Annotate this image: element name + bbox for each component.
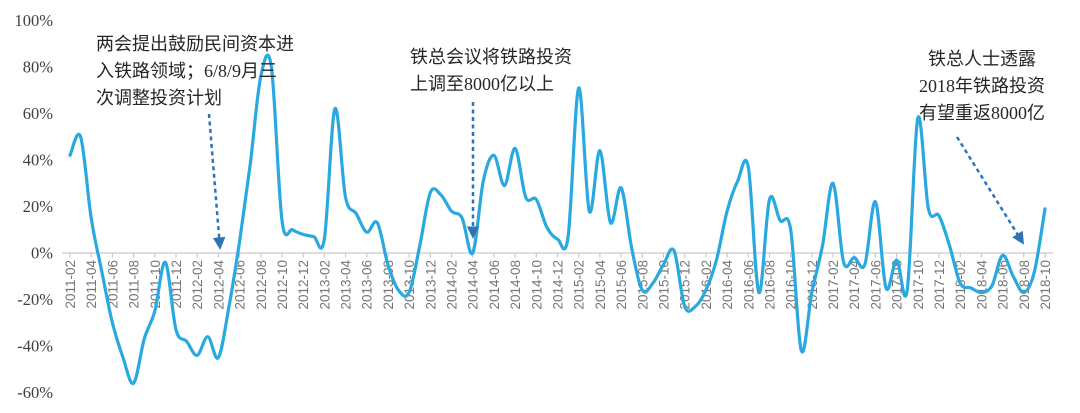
x-axis-label: 2011-04: [84, 260, 99, 309]
x-axis-label: 2018-08: [1017, 260, 1032, 310]
x-axis-label: 2017-04: [847, 260, 862, 310]
x-axis-label: 2011-02: [63, 260, 78, 309]
x-axis-label: 2014-04: [466, 260, 481, 310]
x-axis-label: 2013-06: [360, 260, 375, 310]
x-axis-label: 2017-02: [826, 260, 841, 310]
annotation-arrow-3: [955, 136, 1025, 245]
x-axis-label: 2015-02: [572, 260, 587, 310]
x-axis-label: 2014-02: [445, 260, 460, 310]
x-axis-label: 2012-08: [254, 260, 269, 310]
data-line: [68, 53, 1047, 386]
x-axis-label: 2016-04: [720, 260, 735, 310]
x-axis-label: 2012-02: [190, 260, 205, 310]
x-axis-label: 2013-12: [423, 260, 438, 310]
x-axis-label: 2015-04: [593, 260, 608, 310]
x-axis-label: 2014-06: [487, 260, 502, 310]
x-axis-label: 2013-02: [317, 260, 332, 310]
y-axis-label: 80%: [23, 58, 54, 77]
x-axis-label: 2018-04: [974, 260, 989, 310]
x-axis-label: 2017-06: [868, 260, 883, 310]
x-axis-label: 2017-10: [911, 260, 926, 310]
x-axis-label: 2012-04: [211, 260, 226, 310]
x-axis-label: 2013-04: [339, 260, 354, 310]
x-axis-label: 2015-06: [614, 260, 629, 310]
annotation-text-3: 铁总人士透露 2018年铁路投资 有望重返8000亿: [919, 49, 1045, 123]
annotation-arrow-1: [207, 113, 226, 250]
y-axis-label: 100%: [15, 11, 54, 30]
x-axis-label: 2018-06: [996, 260, 1011, 310]
annotation-text-2: 铁总会议将铁路投资 上调至8000亿以上: [410, 47, 572, 94]
x-axis-label: 2016-06: [741, 260, 756, 310]
annotation-text-1: 两会提出鼓励民间资本进 入铁路领域；6/8/9月三 次调整投资计划: [96, 34, 294, 108]
x-axis-label: 2014-12: [551, 260, 566, 310]
x-axis-label: 2017-12: [932, 260, 947, 310]
x-axis-label: 2014-08: [508, 260, 523, 310]
y-axis-label: 60%: [23, 104, 54, 123]
x-axis-label: 2011-08: [127, 260, 142, 309]
y-axis-label: -60%: [17, 383, 53, 402]
x-axis-label: 2011-06: [105, 260, 120, 309]
x-axis-label: 2015-08: [635, 260, 650, 310]
x-axis-label: 2012-12: [296, 260, 311, 310]
x-axis-label: 2018-10: [1038, 260, 1053, 310]
x-axis-label: 2012-10: [275, 260, 290, 310]
y-axis-label: 0%: [31, 244, 53, 263]
y-axis-label: 40%: [23, 151, 54, 170]
y-axis-label: 20%: [23, 197, 54, 216]
y-axis-label: -20%: [17, 290, 53, 309]
x-axis-label: 2013-08: [381, 260, 396, 310]
x-axis-label: 2015-10: [656, 260, 671, 310]
x-axis-label: 2014-10: [529, 260, 544, 310]
y-axis-label: -40%: [17, 337, 53, 356]
x-axis-label: 2016-08: [762, 260, 777, 310]
